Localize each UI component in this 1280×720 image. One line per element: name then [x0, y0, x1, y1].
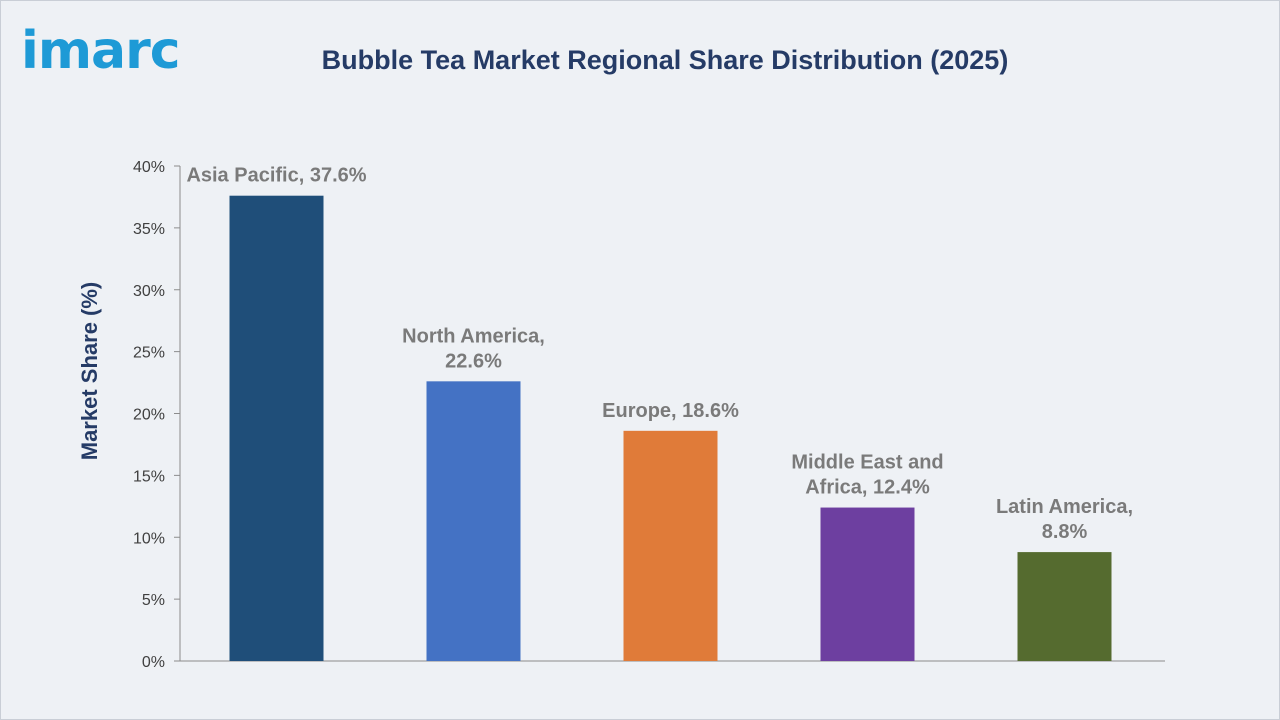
imarc-logo: imarc — [21, 21, 181, 81]
bar — [623, 430, 718, 661]
y-tick-label: 40% — [133, 159, 165, 176]
bar — [820, 507, 915, 661]
bar-data-label: North America, 22.6% — [402, 325, 545, 372]
bar-data-label: Latin America, 8.8% — [996, 496, 1133, 543]
bar — [1017, 552, 1112, 661]
bar — [426, 381, 521, 661]
bar — [229, 195, 324, 661]
y-tick-label: 25% — [133, 345, 165, 362]
chart-title: Bubble Tea Market Regional Share Distrib… — [321, 45, 1009, 75]
y-tick-label: 30% — [133, 283, 165, 300]
y-tick-label: 5% — [142, 592, 165, 609]
bar-data-label: Middle East and Africa, 12.4% — [791, 452, 943, 499]
y-tick-label: 20% — [133, 407, 165, 424]
bars — [229, 195, 1112, 661]
y-tick-label: 15% — [133, 468, 165, 485]
y-tick-label: 35% — [133, 221, 165, 238]
y-axis-label: Market Share (%) — [77, 282, 102, 461]
bar-data-label: Europe, 18.6% — [602, 400, 739, 422]
y-tick-label: 10% — [133, 530, 165, 547]
y-tick-label: 0% — [142, 654, 165, 671]
bar-data-label: Asia Pacific, 37.6% — [186, 165, 366, 187]
data-labels: Asia Pacific, 37.6% North America, 22.6% Eu… — [186, 165, 1133, 543]
y-axis: 0% 5% 10% 15% 20% 25% 30% 35% 40% — [133, 159, 181, 671]
